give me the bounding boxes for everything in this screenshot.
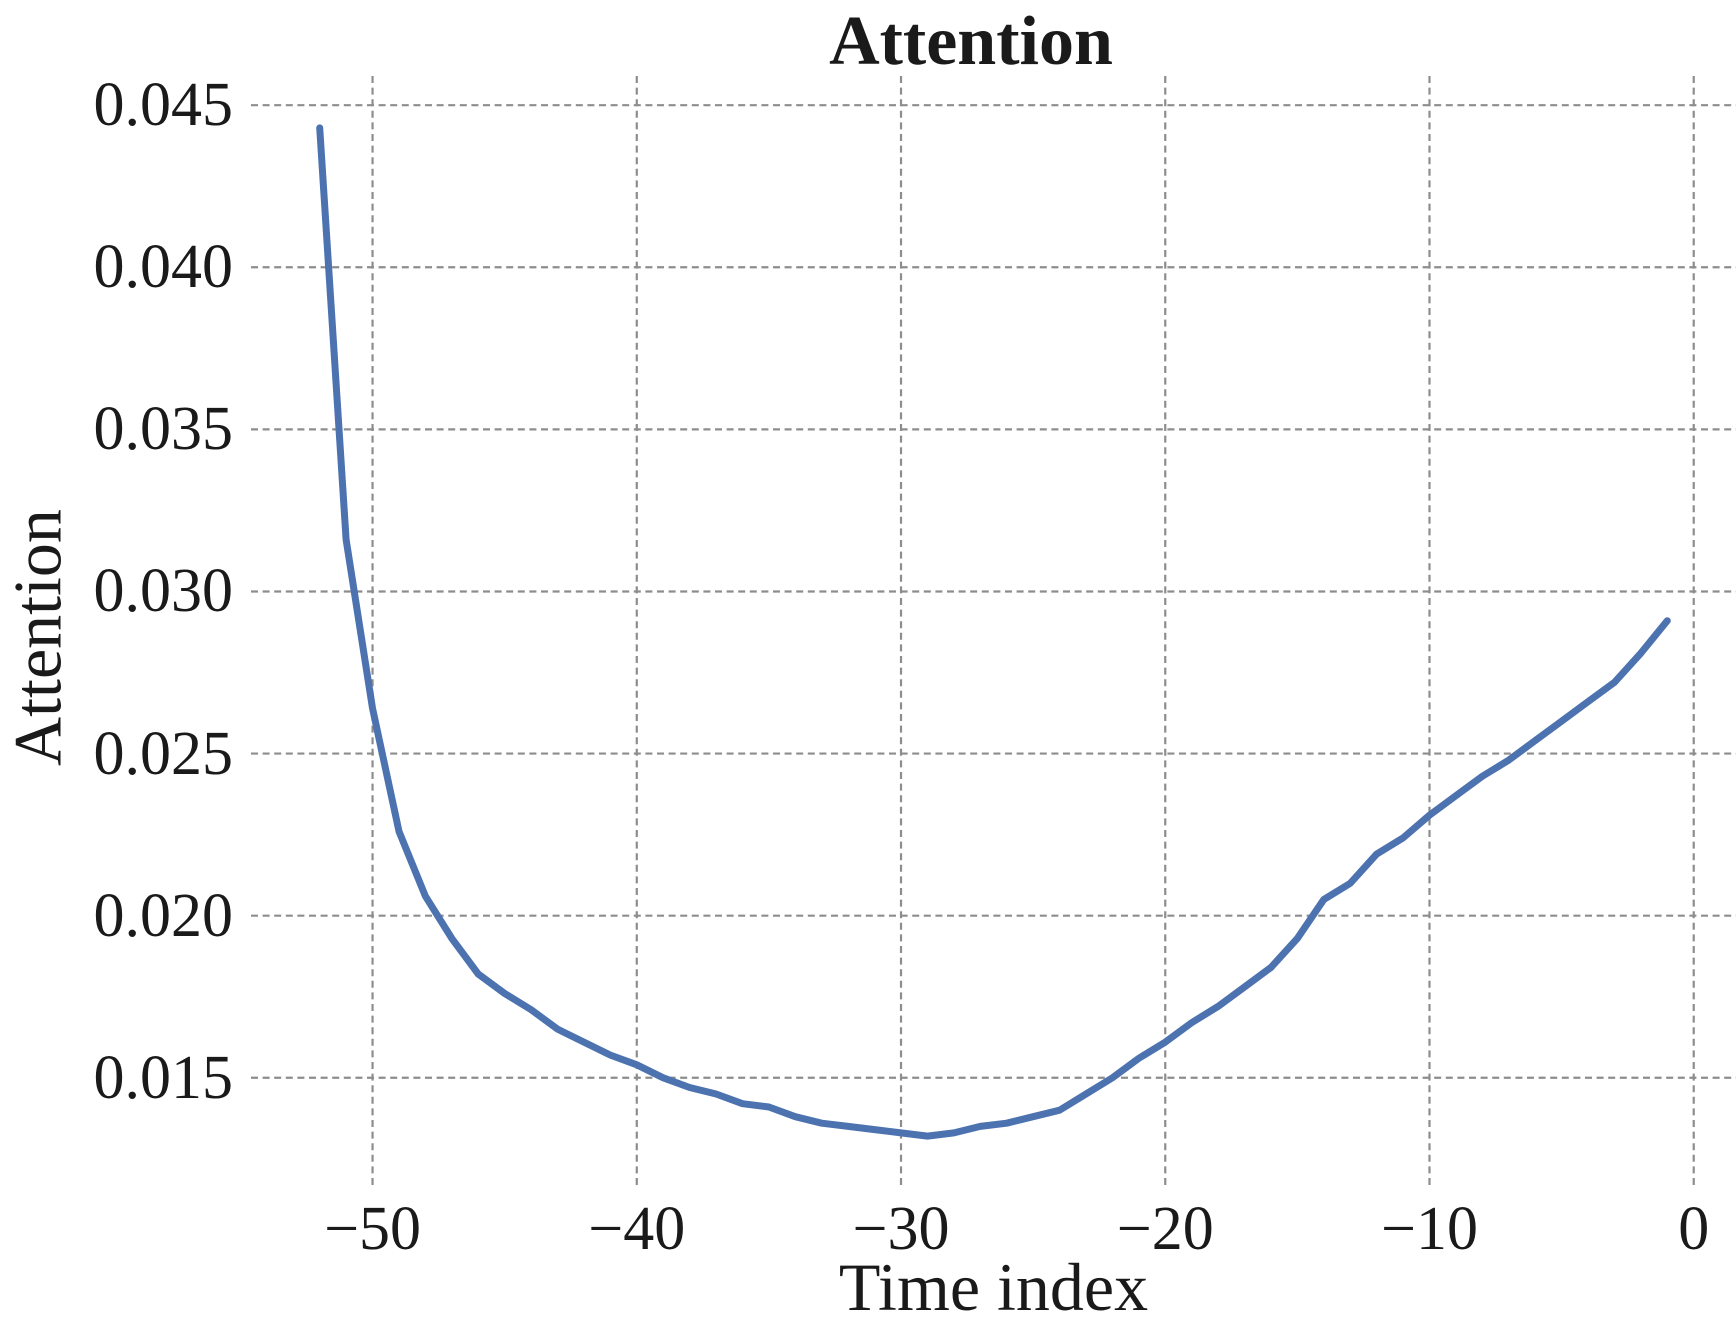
chart-title: Attention xyxy=(829,3,1113,80)
x-tick-label: −20 xyxy=(1116,1195,1214,1263)
x-tick-label: −30 xyxy=(852,1195,950,1263)
y-tick-label: 0.035 xyxy=(93,395,234,464)
y-tick-label: 0.025 xyxy=(93,719,234,788)
y-tick-label: 0.045 xyxy=(93,71,234,140)
y-axis-label: Attention xyxy=(0,509,76,766)
y-tick-label: 0.020 xyxy=(93,881,234,950)
x-tick-label: −50 xyxy=(324,1195,422,1263)
plot-area xyxy=(251,76,1736,1188)
y-tick-label: 0.015 xyxy=(93,1043,234,1112)
y-tick-label: 0.030 xyxy=(93,557,234,626)
attention-line xyxy=(316,124,1671,1140)
x-tick-label: −10 xyxy=(1381,1195,1478,1263)
gridlines xyxy=(251,76,1736,1188)
x-tick-label: 0 xyxy=(1678,1195,1710,1263)
attention-line-series xyxy=(316,124,1671,1140)
x-axis-label: Time index xyxy=(838,1249,1149,1325)
y-tick-label: 0.040 xyxy=(93,233,234,302)
x-tick-label: −40 xyxy=(588,1195,686,1263)
